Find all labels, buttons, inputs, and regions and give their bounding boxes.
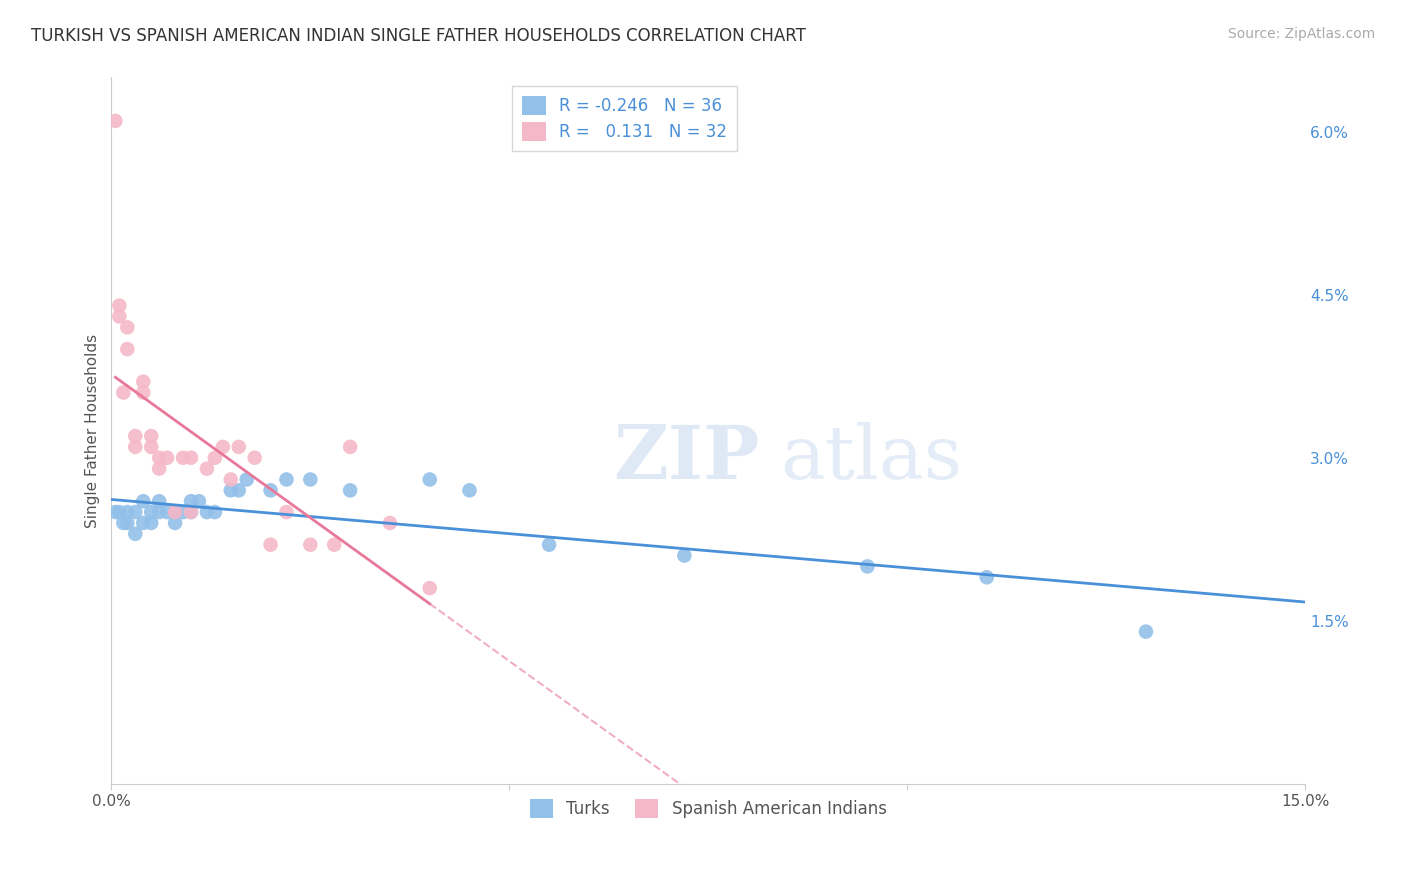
Point xyxy=(339,483,361,498)
Point xyxy=(112,385,135,400)
Point xyxy=(378,516,401,530)
Point xyxy=(219,483,242,498)
Point xyxy=(132,385,155,400)
Point xyxy=(1135,624,1157,639)
Point xyxy=(538,538,561,552)
Point xyxy=(219,473,242,487)
Point xyxy=(132,375,155,389)
Text: Source: ZipAtlas.com: Source: ZipAtlas.com xyxy=(1227,27,1375,41)
Point xyxy=(108,299,131,313)
Point xyxy=(172,505,194,519)
Point xyxy=(299,538,322,552)
Point xyxy=(148,461,170,475)
Point xyxy=(117,320,139,334)
Point xyxy=(148,494,170,508)
Point xyxy=(112,516,135,530)
Point xyxy=(243,450,266,465)
Point xyxy=(124,526,146,541)
Point xyxy=(156,505,179,519)
Legend: Turks, Spanish American Indians: Turks, Spanish American Indians xyxy=(523,792,893,825)
Point xyxy=(180,505,202,519)
Text: ZIP: ZIP xyxy=(613,422,759,495)
Point xyxy=(187,494,209,508)
Point xyxy=(204,450,226,465)
Point xyxy=(259,483,281,498)
Point xyxy=(299,473,322,487)
Point xyxy=(117,505,139,519)
Point xyxy=(141,440,163,454)
Y-axis label: Single Father Households: Single Father Households xyxy=(86,334,100,528)
Point xyxy=(141,505,163,519)
Point xyxy=(211,440,233,454)
Point xyxy=(419,581,441,595)
Point xyxy=(180,494,202,508)
Point xyxy=(165,505,187,519)
Point xyxy=(104,505,127,519)
Point xyxy=(673,549,696,563)
Point xyxy=(124,505,146,519)
Text: TURKISH VS SPANISH AMERICAN INDIAN SINGLE FATHER HOUSEHOLDS CORRELATION CHART: TURKISH VS SPANISH AMERICAN INDIAN SINGL… xyxy=(31,27,806,45)
Point xyxy=(195,461,218,475)
Point xyxy=(856,559,879,574)
Point xyxy=(148,450,170,465)
Point xyxy=(180,505,202,519)
Point xyxy=(124,429,146,443)
Point xyxy=(117,342,139,356)
Point xyxy=(108,505,131,519)
Point xyxy=(180,450,202,465)
Point xyxy=(148,505,170,519)
Point xyxy=(276,505,298,519)
Point xyxy=(323,538,346,552)
Point xyxy=(419,473,441,487)
Point xyxy=(156,450,179,465)
Point xyxy=(195,505,218,519)
Point xyxy=(228,483,250,498)
Point xyxy=(141,516,163,530)
Point xyxy=(104,114,127,128)
Point xyxy=(141,429,163,443)
Point xyxy=(132,516,155,530)
Point xyxy=(117,516,139,530)
Point xyxy=(204,505,226,519)
Point xyxy=(339,440,361,454)
Text: atlas: atlas xyxy=(780,422,962,495)
Point xyxy=(165,516,187,530)
Point xyxy=(235,473,257,487)
Point xyxy=(172,450,194,465)
Point xyxy=(276,473,298,487)
Point xyxy=(228,440,250,454)
Point xyxy=(124,440,146,454)
Point xyxy=(976,570,998,584)
Point xyxy=(259,538,281,552)
Point xyxy=(132,494,155,508)
Point xyxy=(458,483,481,498)
Point xyxy=(165,505,187,519)
Point xyxy=(108,310,131,324)
